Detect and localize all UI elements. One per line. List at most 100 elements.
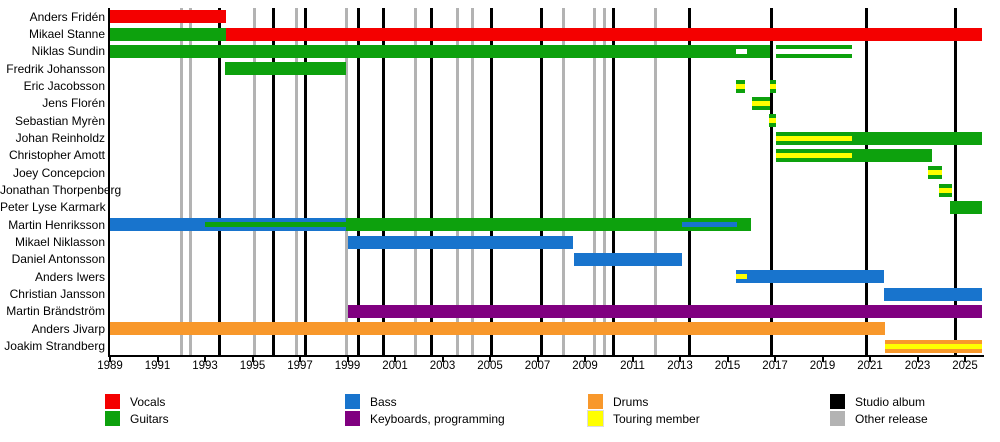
- x-axis-tick: [631, 357, 634, 362]
- x-axis-tick-label: 2007: [524, 360, 551, 372]
- member-label: Anders Fridén: [29, 9, 105, 24]
- release-line-other: [413, 8, 417, 355]
- member-label: Peter Lyse Karmark: [0, 200, 106, 215]
- x-axis-tick-label: 1993: [192, 360, 218, 372]
- x-axis-tick: [489, 357, 491, 362]
- member-bar-inset-guitars: [205, 222, 347, 228]
- x-axis-tick: [536, 357, 539, 362]
- x-axis-tick: [821, 357, 824, 362]
- legend-label: Bass: [370, 395, 397, 409]
- legend-label: Guitars: [130, 412, 169, 426]
- legend-label: Vocals: [130, 395, 166, 409]
- x-axis-tick-label: 1997: [287, 360, 313, 372]
- release-line-other: [653, 8, 657, 355]
- member-label: Jonathan Thorpenberg: [0, 183, 122, 197]
- x-axis-tick-label: 2019: [809, 360, 836, 372]
- x-axis-tick-label: 1989: [97, 360, 123, 372]
- member-bar-bass: [735, 270, 885, 284]
- x-axis-tick: [679, 357, 681, 362]
- release-line-other: [593, 8, 596, 355]
- member-bar-keyboards: [347, 305, 983, 319]
- member-label: Joakim Strandberg: [4, 339, 105, 354]
- member-label: Anders Jivarp: [31, 321, 105, 336]
- member-bar-vocals: [110, 10, 227, 24]
- x-axis-tick: [251, 357, 254, 362]
- member-bar-bass: [574, 253, 683, 267]
- x-axis-tick-label: 2011: [620, 360, 645, 372]
- x-axis-tick-label: 2021: [857, 360, 883, 372]
- member-bar-bass: [347, 235, 574, 249]
- legend-label: Other release: [855, 412, 928, 426]
- x-axis-tick: [109, 357, 111, 362]
- release-line-studio: [381, 8, 385, 355]
- release-line-studio: [356, 8, 360, 355]
- member-label: Anders Iwers: [34, 269, 105, 284]
- member-label: Eric Jacobsson: [23, 78, 105, 93]
- release-line-studio: [612, 8, 615, 355]
- release-line-studio: [304, 8, 308, 355]
- release-line-studio: [688, 8, 691, 355]
- x-axis-tick-label: 2009: [572, 360, 598, 372]
- x-axis-tick: [774, 357, 776, 362]
- legend-swatch-bass: [345, 394, 360, 409]
- member-bar-inset-touring: [735, 274, 747, 280]
- legend-swatch-keyboards: [345, 411, 360, 426]
- member-label: Jens Florén: [42, 96, 105, 111]
- member-bar-guitars: [949, 201, 983, 215]
- member-label: Mikael Niklasson: [14, 235, 105, 250]
- x-axis-line: [108, 355, 985, 357]
- x-axis-tick: [299, 357, 301, 362]
- release-line-studio: [430, 8, 434, 355]
- member-label: Mikael Stanne: [28, 26, 105, 41]
- member-bar-guitars: [776, 131, 983, 145]
- member-bar-inset-touring: [769, 118, 777, 124]
- x-axis-tick-label: 2005: [477, 360, 503, 372]
- member-bar-inset-touring: [735, 83, 746, 89]
- release-line-other: [344, 8, 348, 355]
- member-label: Joey Concepcion: [12, 165, 105, 180]
- x-axis-tick: [726, 357, 729, 362]
- release-line-studio: [954, 8, 957, 355]
- x-axis-tick: [204, 357, 206, 362]
- member-label: Fredrik Johansson: [6, 61, 105, 76]
- x-axis-tick: [584, 357, 586, 362]
- release-line-studio: [769, 8, 773, 355]
- x-axis-tick-label: 2001: [382, 360, 408, 372]
- legend-label: Drums: [613, 395, 649, 409]
- member-bar-inset-gap: [776, 48, 853, 54]
- release-line-other: [294, 8, 298, 355]
- member-bar-inset-touring: [885, 343, 983, 349]
- member-label: Johan Reinholdz: [15, 130, 105, 145]
- release-line-other: [456, 8, 460, 355]
- release-line-other: [602, 8, 606, 355]
- member-bar-inset-bass: [682, 222, 737, 228]
- legend-swatch-vocals: [105, 394, 120, 409]
- member-label: Christian Jansson: [9, 287, 105, 302]
- member-label: Martin Henriksson: [8, 217, 105, 232]
- release-line-other: [470, 8, 474, 355]
- member-bar-inset-touring: [938, 187, 952, 193]
- x-axis-tick: [869, 357, 871, 362]
- release-line-studio: [272, 8, 276, 355]
- x-axis-tick: [441, 357, 444, 362]
- x-axis-tick-label: 2023: [904, 360, 931, 372]
- legend-label: Touring member: [613, 412, 700, 426]
- release-line-other: [179, 8, 183, 355]
- legend-swatch-other_release: [830, 411, 845, 426]
- release-line-studio: [489, 8, 493, 355]
- member-bar-drums: [110, 322, 886, 336]
- legend-label: Keyboards, programming: [370, 412, 505, 426]
- x-axis-tick: [394, 357, 396, 362]
- release-line-other: [189, 8, 193, 355]
- member-bar-guitars: [110, 44, 771, 58]
- member-bar-inset-gap: [735, 48, 747, 54]
- member-label: Niklas Sundin: [31, 44, 105, 59]
- member-bar-guitars: [225, 62, 347, 76]
- x-axis-tick-label: 2013: [667, 360, 693, 372]
- release-line-studio: [864, 8, 868, 355]
- member-bar-inset-touring: [776, 135, 853, 141]
- x-axis-tick: [156, 357, 159, 362]
- x-axis-tick: [346, 357, 349, 362]
- release-line-studio: [539, 8, 543, 355]
- release-line-other: [253, 8, 257, 355]
